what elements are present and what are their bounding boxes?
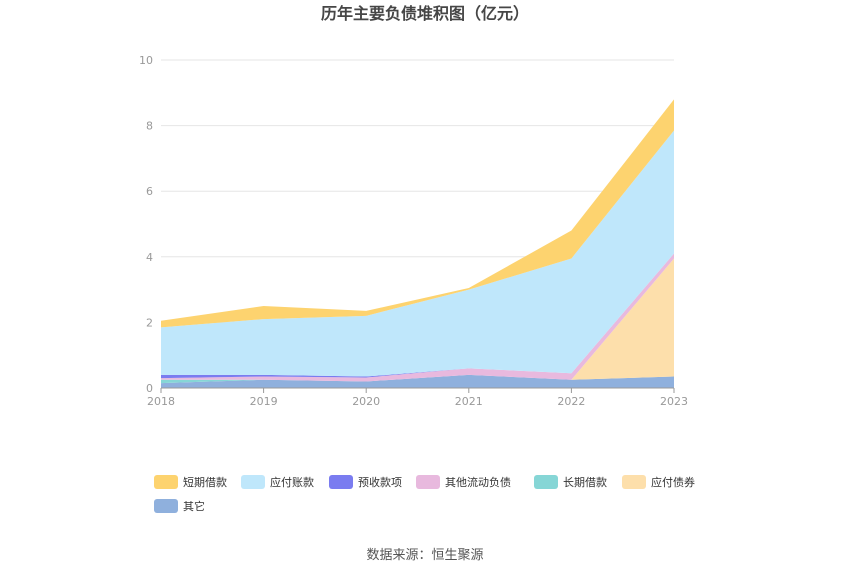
y-tick-label: 10	[139, 54, 153, 67]
x-tick-label: 2022	[557, 395, 585, 408]
legend-swatch	[534, 475, 558, 489]
x-tick-label: 2021	[455, 395, 483, 408]
legend-swatch	[154, 475, 178, 489]
legend-swatch	[622, 475, 646, 489]
legend-item[interactable]: 其他流动负债	[416, 475, 511, 489]
legend-label: 应付账款	[270, 475, 314, 489]
legend-label: 长期借款	[563, 475, 607, 489]
y-tick-label: 2	[146, 316, 153, 329]
legend-swatch	[241, 475, 265, 489]
y-tick-label: 4	[146, 251, 153, 264]
axes: 0 2 4 6 8 10 2018 2019 2020 2021 2022 2023	[139, 54, 688, 408]
y-tick-label: 0	[146, 382, 153, 395]
x-tick-label: 2018	[147, 395, 175, 408]
area-series	[161, 99, 674, 388]
legend-item[interactable]: 应付债券	[622, 475, 695, 489]
legend-item[interactable]: 应付账款	[241, 475, 314, 489]
area-series-5	[161, 130, 674, 377]
x-tick-label: 2020	[352, 395, 380, 408]
legend-label: 其他流动负债	[445, 475, 511, 489]
legend-label: 预收款项	[358, 475, 402, 489]
x-tick-label: 2019	[250, 395, 278, 408]
legend-swatch	[329, 475, 353, 489]
x-tick-label: 2023	[660, 395, 688, 408]
legend-label: 应付债券	[651, 475, 695, 489]
legend-item[interactable]: 预收款项	[329, 475, 402, 489]
legend-swatch	[416, 475, 440, 489]
legend-label: 短期借款	[183, 475, 227, 489]
chart-title: 历年主要负债堆积图（亿元）	[321, 4, 529, 23]
data-source: 数据来源：恒生聚源	[366, 548, 483, 563]
legend-item[interactable]: 长期借款	[534, 475, 607, 489]
y-tick-label: 8	[146, 120, 153, 133]
y-tick-label: 6	[146, 185, 153, 198]
legend-item[interactable]: 其它	[154, 499, 205, 513]
area-series-1	[161, 258, 674, 384]
legend-swatch	[154, 499, 178, 513]
legend-label: 其它	[183, 499, 205, 513]
area-series-0	[161, 374, 674, 388]
legend-item[interactable]: 短期借款	[154, 475, 227, 489]
